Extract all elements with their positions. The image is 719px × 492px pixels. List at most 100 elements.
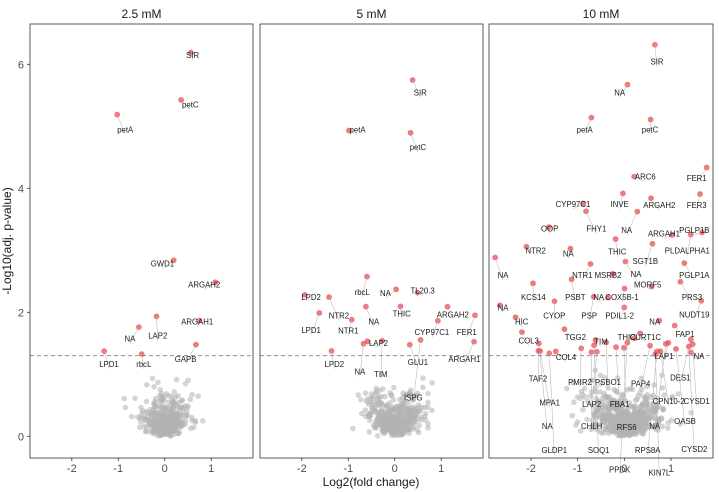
background-point [143, 398, 150, 405]
label-connector [694, 232, 703, 236]
point-label: CYP97C1 [556, 200, 591, 209]
background-point [636, 425, 642, 432]
point-label: PPDK [609, 465, 631, 474]
background-point [429, 379, 436, 386]
point-label: FER3 [687, 201, 707, 210]
background-point [643, 424, 650, 431]
label-connector [361, 276, 368, 297]
point-label: NA [124, 334, 136, 343]
label-connector [640, 345, 651, 389]
background-point [152, 412, 159, 419]
background-point [584, 416, 590, 423]
significant-point [188, 49, 194, 56]
label-connector [585, 211, 597, 234]
background-point [408, 421, 415, 428]
background-point [161, 425, 167, 431]
background-point [396, 396, 403, 403]
panel-border [488, 23, 714, 459]
background-point [592, 389, 599, 395]
label-connector [494, 257, 504, 281]
background-point [168, 433, 174, 439]
label-connector [647, 286, 652, 290]
label-connector [663, 234, 673, 239]
point-label: GAPB [175, 355, 197, 364]
background-point [632, 403, 639, 409]
background-point [627, 385, 634, 392]
background-point [668, 417, 675, 424]
background-point [597, 381, 604, 387]
background-point [392, 415, 399, 421]
x-tick-label: -2 [67, 463, 77, 475]
label-connector [623, 347, 627, 433]
label-connector [688, 346, 695, 454]
background-point [137, 415, 143, 422]
point-label: NUDT19 [679, 310, 709, 319]
label-connector [185, 344, 197, 365]
label-connector [690, 352, 700, 361]
label-connector [521, 331, 529, 346]
background-point [151, 383, 157, 390]
background-point [629, 416, 636, 423]
x-tick-label: -1 [573, 463, 583, 475]
background-point [425, 425, 431, 431]
background-point [407, 387, 414, 393]
y-tick-label: 2 [18, 307, 24, 319]
label-connector [412, 79, 421, 98]
label-connector [615, 347, 620, 410]
background-point [177, 421, 184, 428]
background-point [144, 381, 150, 388]
point-label: SIR [651, 57, 664, 66]
background-point [399, 430, 405, 437]
point-label: NA [649, 318, 661, 327]
label-connector [605, 342, 609, 387]
background-point [644, 411, 651, 418]
label-connector [696, 194, 701, 211]
point-label: NA [694, 352, 706, 361]
label-connector [359, 343, 364, 377]
background-point [655, 420, 662, 427]
label-connector [331, 350, 335, 369]
panel-border [259, 23, 484, 459]
point-label: ARGAH1 [448, 355, 480, 364]
label-connector [380, 340, 383, 379]
point-label: PSP [582, 312, 598, 321]
label-connector [539, 351, 550, 408]
significant-point [535, 340, 542, 347]
background-point [584, 398, 591, 404]
point-label: TGG2 [565, 333, 586, 342]
background-point [128, 413, 135, 420]
background-point [635, 415, 642, 422]
label-connector [328, 297, 340, 321]
label-connector [621, 288, 625, 302]
label-connector [549, 353, 555, 456]
point-label: GLU1 [408, 358, 428, 367]
background-point [580, 406, 586, 413]
background-point [606, 413, 612, 420]
label-connector [692, 344, 697, 407]
background-point [171, 416, 177, 423]
point-label: LAP2 [369, 339, 388, 348]
significant-point [652, 41, 658, 48]
background-point [669, 395, 675, 401]
point-label: MSRB2 [595, 271, 622, 280]
background-point [170, 421, 177, 428]
point-label: RFS6 [617, 423, 637, 432]
point-label: PSBO1 [595, 378, 621, 387]
point-label: NA [631, 270, 643, 279]
label-connector [564, 329, 576, 343]
background-point [165, 421, 172, 428]
point-label: LPD2 [325, 360, 345, 369]
point-label: LAP2 [582, 400, 601, 409]
background-point [187, 396, 193, 403]
point-label: THIC [618, 333, 637, 342]
background-point [156, 392, 163, 399]
label-connector [595, 339, 602, 347]
background-point [620, 410, 626, 417]
point-label: ISPG [404, 393, 423, 402]
label-connector [625, 261, 637, 280]
background-point [199, 418, 206, 424]
point-label: THIC [608, 248, 627, 257]
background-point [675, 391, 682, 397]
label-connector [555, 351, 567, 363]
point-label: FER1 [687, 174, 707, 183]
